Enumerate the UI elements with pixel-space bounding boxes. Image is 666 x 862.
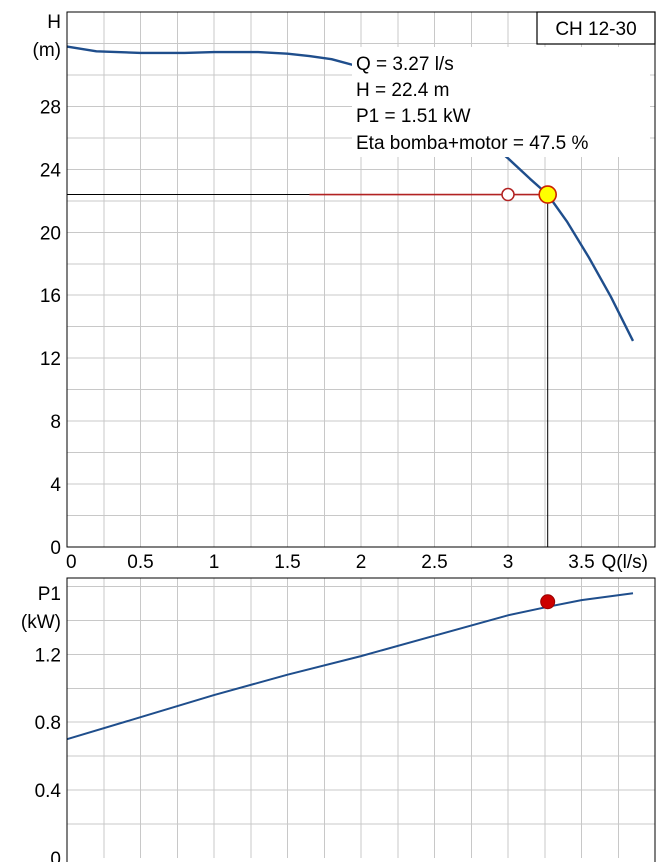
model-label-box xyxy=(536,11,656,45)
x-tick-label: 1 xyxy=(209,552,220,573)
info-line: Eta bomba+motor = 47.5 % xyxy=(356,133,588,154)
bottom-y-tick-label: 0 xyxy=(50,849,61,862)
system-curve-marker xyxy=(501,187,515,202)
power-axis-title: P1 xyxy=(38,584,61,605)
head-axis-unit: (m) xyxy=(33,40,61,61)
x-axis-title: Q(l/s) xyxy=(602,552,648,573)
top-y-tick-label: 12 xyxy=(40,349,61,370)
power-curve xyxy=(66,592,634,741)
top-y-tick-label: 28 xyxy=(40,97,61,118)
info-panel-bg xyxy=(352,47,650,157)
bottom-y-tick-label: 0.4 xyxy=(35,781,62,802)
top-y-tick-label: 24 xyxy=(40,160,62,181)
info-line: Q = 3.27 l/s xyxy=(356,54,454,75)
top-y-tick-label: 20 xyxy=(40,223,61,244)
top-y-tick-label: 0 xyxy=(50,538,61,559)
x-tick-label: 1.5 xyxy=(274,552,300,573)
operating-point xyxy=(538,185,557,204)
top-plot-frame xyxy=(66,11,656,548)
power-axis-unit: (kW) xyxy=(21,612,61,633)
top-y-tick-label: 8 xyxy=(50,412,61,433)
top-y-tick-label: 16 xyxy=(40,286,61,307)
x-tick-label: 3 xyxy=(503,552,514,573)
x-tick-label: 2.5 xyxy=(421,552,447,573)
bottom-y-tick-label: 1.2 xyxy=(35,645,61,666)
power-operating-point xyxy=(540,594,556,610)
x-tick-label: 2 xyxy=(356,552,367,573)
model-label: CH 12-30 xyxy=(555,19,636,40)
x-tick-label: 0.5 xyxy=(127,552,153,573)
top-y-tick-label: 4 xyxy=(50,475,61,496)
bottom-y-tick-label: 0.8 xyxy=(35,713,61,734)
info-line: H = 22.4 m xyxy=(356,80,449,101)
bottom-plot-frame xyxy=(66,577,656,862)
head-axis-title: H xyxy=(47,12,61,33)
info-line: P1 = 1.51 kW xyxy=(356,106,471,127)
x-tick-label: 0 xyxy=(66,552,77,573)
x-tick-label: 3.5 xyxy=(568,552,594,573)
